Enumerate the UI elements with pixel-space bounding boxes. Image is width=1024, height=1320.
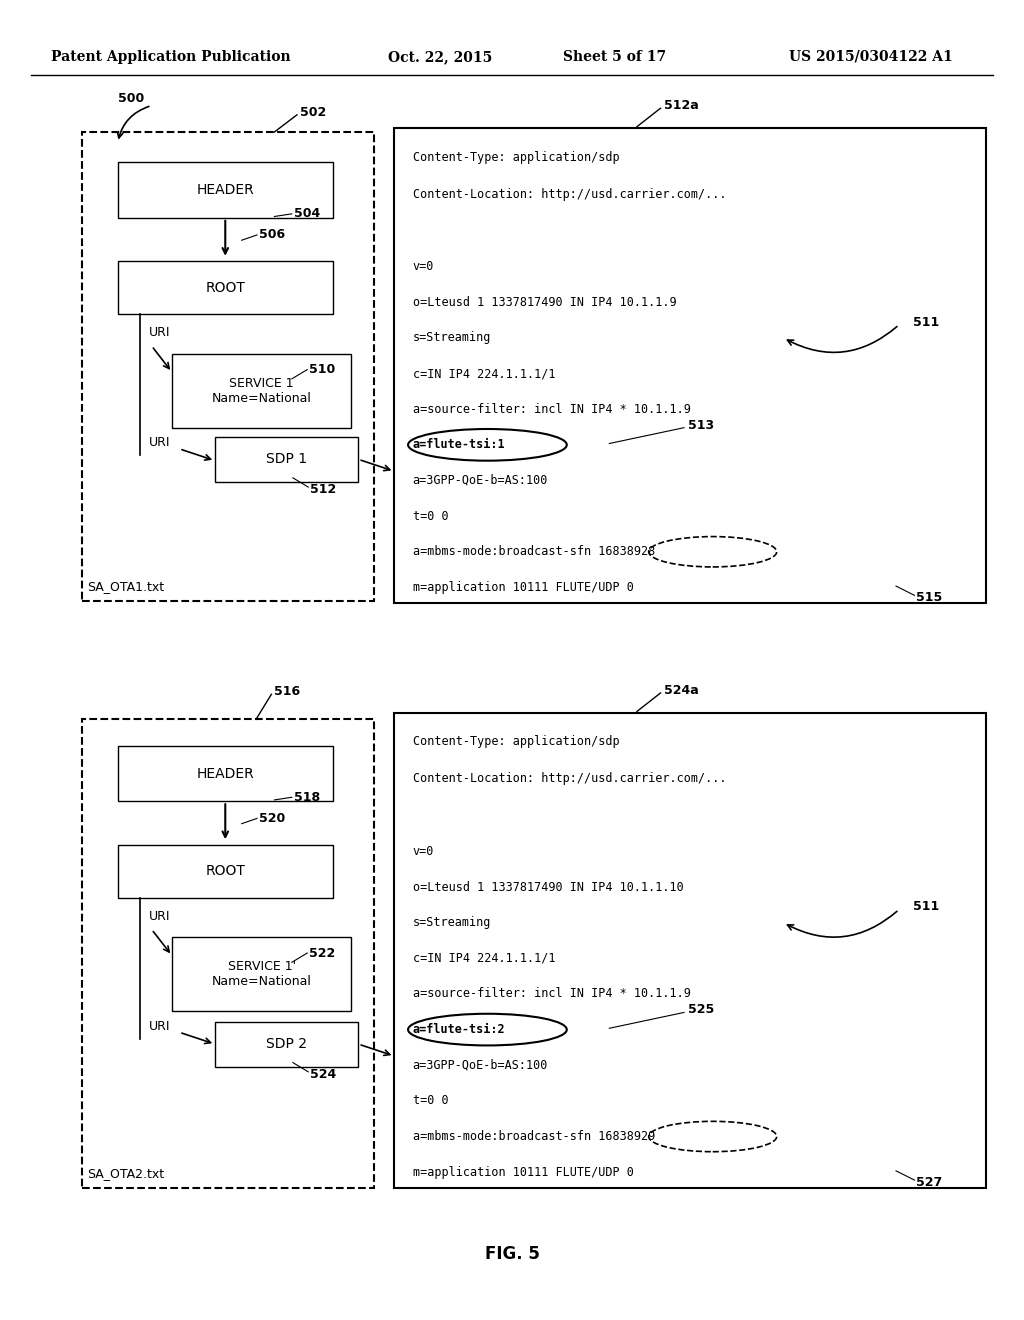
Text: URI: URI	[148, 1020, 170, 1034]
Text: a=source-filter: incl IN IP4 * 10.1.1.9: a=source-filter: incl IN IP4 * 10.1.1.9	[413, 987, 690, 1001]
Text: 518: 518	[294, 791, 321, 804]
Text: s=Streaming: s=Streaming	[413, 331, 492, 345]
FancyBboxPatch shape	[394, 128, 986, 603]
FancyBboxPatch shape	[118, 845, 333, 898]
FancyBboxPatch shape	[215, 1022, 358, 1067]
Text: HEADER: HEADER	[197, 183, 254, 197]
Text: 515: 515	[916, 591, 943, 605]
Text: URI: URI	[148, 909, 170, 923]
Text: m=application 10111 FLUTE/UDP 0: m=application 10111 FLUTE/UDP 0	[413, 581, 634, 594]
Text: 500: 500	[118, 92, 144, 106]
Text: URI: URI	[148, 436, 170, 449]
Text: ROOT: ROOT	[206, 865, 245, 878]
Text: a=3GPP-QoE-b=AS:100: a=3GPP-QoE-b=AS:100	[413, 474, 548, 487]
Text: 520: 520	[259, 812, 286, 825]
Text: s=Streaming: s=Streaming	[413, 916, 492, 929]
Text: 502: 502	[300, 106, 327, 119]
Text: US 2015/0304122 A1: US 2015/0304122 A1	[788, 50, 952, 63]
Text: 522: 522	[309, 946, 336, 960]
Text: SERVICE 1
Name=National: SERVICE 1 Name=National	[212, 376, 311, 405]
Text: a=mbms-mode:broadcast-sfn 16838928: a=mbms-mode:broadcast-sfn 16838928	[413, 545, 655, 558]
Text: Content-Type: application/sdp: Content-Type: application/sdp	[413, 735, 620, 748]
Text: c=IN IP4 224.1.1.1/1: c=IN IP4 224.1.1.1/1	[413, 952, 555, 965]
Text: m=application 10111 FLUTE/UDP 0: m=application 10111 FLUTE/UDP 0	[413, 1166, 634, 1179]
Text: SDP 1: SDP 1	[266, 453, 307, 466]
Text: 527: 527	[916, 1176, 943, 1189]
Text: SA_OTA2.txt: SA_OTA2.txt	[87, 1167, 164, 1180]
Text: 512a: 512a	[664, 99, 698, 112]
Text: HEADER: HEADER	[197, 767, 254, 780]
FancyBboxPatch shape	[215, 437, 358, 482]
Text: 504: 504	[294, 207, 321, 220]
Text: v=0: v=0	[413, 260, 434, 273]
Text: 524a: 524a	[664, 684, 698, 697]
Text: 513: 513	[688, 418, 715, 432]
Text: ROOT: ROOT	[206, 281, 245, 294]
Text: a=flute-tsi:1: a=flute-tsi:1	[413, 438, 505, 451]
Text: SA_OTA1.txt: SA_OTA1.txt	[87, 579, 164, 593]
Text: 511: 511	[913, 315, 940, 329]
Text: a=3GPP-QoE-b=AS:100: a=3GPP-QoE-b=AS:100	[413, 1059, 548, 1072]
FancyBboxPatch shape	[118, 162, 333, 218]
Text: Patent Application Publication: Patent Application Publication	[51, 50, 291, 63]
Text: 511: 511	[913, 900, 940, 913]
Text: SERVICE 1'
Name=National: SERVICE 1' Name=National	[212, 960, 311, 989]
Text: c=IN IP4 224.1.1.1/1: c=IN IP4 224.1.1.1/1	[413, 367, 555, 380]
Text: a=mbms-mode:broadcast-sfn 16838929: a=mbms-mode:broadcast-sfn 16838929	[413, 1130, 655, 1143]
Text: SDP 2: SDP 2	[266, 1038, 307, 1051]
Text: 510: 510	[309, 363, 336, 376]
FancyBboxPatch shape	[394, 713, 986, 1188]
Text: Content-Location: http://usd.carrier.com/...: Content-Location: http://usd.carrier.com…	[413, 187, 726, 201]
Text: a=flute-tsi:2: a=flute-tsi:2	[413, 1023, 505, 1036]
Text: 516: 516	[274, 685, 301, 698]
Text: 506: 506	[259, 228, 286, 242]
Text: Content-Type: application/sdp: Content-Type: application/sdp	[413, 150, 620, 164]
Text: 512: 512	[310, 483, 337, 496]
Text: URI: URI	[148, 326, 170, 339]
Text: Content-Location: http://usd.carrier.com/...: Content-Location: http://usd.carrier.com…	[413, 772, 726, 785]
Text: o=Lteusd 1 1337817490 IN IP4 10.1.1.10: o=Lteusd 1 1337817490 IN IP4 10.1.1.10	[413, 880, 683, 894]
Text: Sheet 5 of 17: Sheet 5 of 17	[563, 50, 666, 63]
Text: 525: 525	[688, 1003, 715, 1016]
FancyBboxPatch shape	[172, 354, 351, 428]
FancyBboxPatch shape	[172, 937, 351, 1011]
Text: Oct. 22, 2015: Oct. 22, 2015	[388, 50, 493, 63]
Text: FIG. 5: FIG. 5	[484, 1245, 540, 1263]
Text: 524: 524	[310, 1068, 337, 1081]
Text: a=source-filter: incl IN IP4 * 10.1.1.9: a=source-filter: incl IN IP4 * 10.1.1.9	[413, 403, 690, 416]
Text: o=Lteusd 1 1337817490 IN IP4 10.1.1.9: o=Lteusd 1 1337817490 IN IP4 10.1.1.9	[413, 296, 676, 309]
FancyBboxPatch shape	[118, 746, 333, 801]
Text: v=0: v=0	[413, 845, 434, 858]
FancyBboxPatch shape	[118, 261, 333, 314]
Text: t=0 0: t=0 0	[413, 510, 449, 523]
Text: t=0 0: t=0 0	[413, 1094, 449, 1107]
